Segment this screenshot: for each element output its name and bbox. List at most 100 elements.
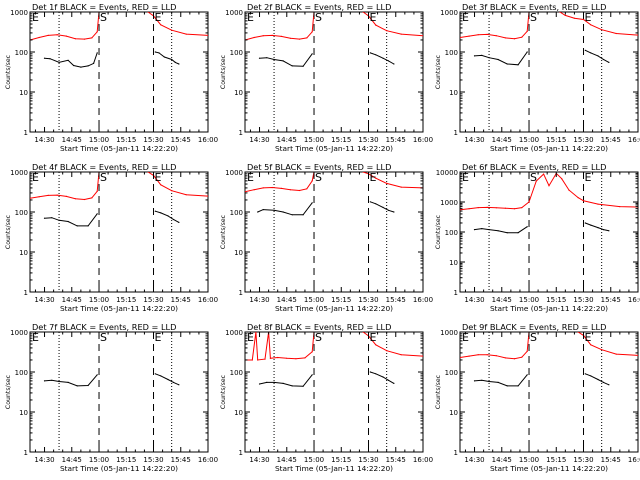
event-marker: S xyxy=(100,11,107,24)
data-point-events xyxy=(375,54,377,56)
data-point-lld xyxy=(422,355,423,357)
data-point-lld xyxy=(528,201,530,203)
plot-frame xyxy=(29,11,209,133)
data-point-lld xyxy=(306,188,308,190)
data-point-events xyxy=(517,232,519,234)
data-point-events xyxy=(273,58,275,61)
data-point-events xyxy=(43,380,46,382)
data-point-events xyxy=(154,210,156,212)
data-point-events xyxy=(174,61,176,64)
data-point-events xyxy=(282,60,284,62)
data-point-lld xyxy=(96,31,98,33)
y-tick-label: 1 xyxy=(454,289,458,297)
y-tick-label: 10 xyxy=(449,89,458,97)
y-tick-label: 10 xyxy=(19,89,28,97)
data-point-events xyxy=(393,63,395,65)
data-point-events xyxy=(273,209,275,211)
x-tick-label: 15:15 xyxy=(546,296,566,304)
data-point-events xyxy=(590,375,592,377)
y-axis-label: Counts/sec xyxy=(220,214,227,249)
series-line-events xyxy=(155,210,180,223)
x-tick-label: 16:00 xyxy=(413,296,433,304)
data-point-events xyxy=(87,225,89,227)
plot-frame xyxy=(29,171,209,293)
x-axis-label: Start Time (05-Jan-11 14:22:20) xyxy=(275,144,393,153)
data-point-events xyxy=(584,373,586,375)
data-point-events xyxy=(526,226,528,228)
x-tick-label: 16:00 xyxy=(628,296,640,304)
data-point-events xyxy=(375,373,377,375)
y-tick-label: 10 xyxy=(19,409,28,417)
data-point-events xyxy=(602,58,605,61)
y-tick-label: 1 xyxy=(454,129,458,137)
data-point-events xyxy=(49,58,51,60)
data-point-lld xyxy=(513,358,516,360)
data-point-lld xyxy=(637,354,638,356)
event-marker: S xyxy=(315,11,322,24)
series-group xyxy=(245,172,423,216)
series-line-events xyxy=(155,373,180,386)
data-point-events xyxy=(67,381,69,383)
data-point-events xyxy=(96,52,98,54)
data-point-lld xyxy=(559,12,561,13)
x-axis-label: Start Time (05-Jan-11 14:22:20) xyxy=(490,144,608,153)
x-tick-label: 15:00 xyxy=(519,456,539,464)
series-group xyxy=(30,12,208,68)
data-point-lld xyxy=(590,344,592,346)
y-tick-label: 100 xyxy=(445,369,458,377)
data-point-lld xyxy=(245,191,246,193)
data-point-events xyxy=(43,217,46,219)
data-point-events xyxy=(506,63,508,65)
data-point-lld xyxy=(74,38,76,40)
y-axis-label: Counts/sec xyxy=(5,54,12,89)
data-point-lld xyxy=(362,12,364,13)
y-tick-label: 10 xyxy=(449,409,458,417)
data-point-lld xyxy=(207,195,208,197)
data-point-lld xyxy=(477,34,479,36)
data-point-lld xyxy=(269,357,271,359)
data-point-events xyxy=(167,215,169,217)
data-point-lld xyxy=(262,187,264,189)
data-point-lld xyxy=(615,353,617,355)
event-marker: E xyxy=(32,171,39,184)
data-point-lld xyxy=(526,30,528,32)
event-marker: E xyxy=(155,11,162,24)
series-line-events xyxy=(259,374,313,387)
data-point-lld xyxy=(495,207,497,209)
data-point-events xyxy=(590,224,592,226)
data-point-events xyxy=(291,214,293,216)
x-tick-label: 15:30 xyxy=(143,296,163,304)
x-tick-label: 14:30 xyxy=(34,456,54,464)
data-point-events xyxy=(473,55,476,57)
x-tick-label: 15:30 xyxy=(358,136,378,144)
data-point-events xyxy=(387,209,390,211)
data-point-lld xyxy=(495,355,497,357)
data-point-lld xyxy=(298,38,301,40)
y-tick-label: 100 xyxy=(230,209,243,217)
y-tick-label: 1000 xyxy=(10,9,28,17)
x-tick-label: 14:45 xyxy=(62,296,82,304)
data-point-events xyxy=(584,222,586,224)
data-point-events xyxy=(58,219,60,221)
event-marker: E xyxy=(247,331,254,344)
x-tick-label: 15:45 xyxy=(601,456,621,464)
data-point-events xyxy=(163,56,165,58)
data-point-lld xyxy=(311,31,313,33)
data-point-lld xyxy=(615,32,617,35)
y-tick-label: 10000 xyxy=(436,169,458,177)
data-point-lld xyxy=(521,207,523,209)
data-point-lld xyxy=(251,359,253,361)
series-line-events xyxy=(474,51,528,66)
y-tick-label: 1 xyxy=(239,129,243,137)
data-point-events xyxy=(387,60,390,62)
y-tick-label: 1 xyxy=(24,289,28,297)
event-marker: E xyxy=(462,171,469,184)
plot-frame xyxy=(459,331,639,453)
series-line-lld xyxy=(460,332,530,360)
data-point-events xyxy=(382,376,384,378)
x-tick-label: 15:45 xyxy=(171,136,191,144)
x-tick-label: 14:45 xyxy=(277,296,297,304)
